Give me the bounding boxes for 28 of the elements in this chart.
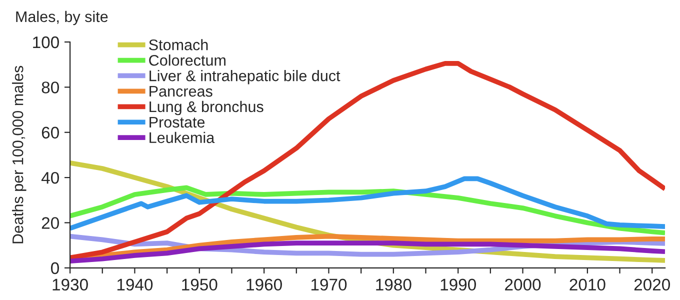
x-tick-label: 2020	[634, 278, 670, 291]
y-tick-label: 80	[42, 82, 59, 94]
legend-label: Prostate	[150, 116, 205, 128]
x-tick-label: 1930	[52, 278, 88, 291]
x-tick-label: 2010	[570, 278, 606, 291]
x-tick-label: 1960	[246, 278, 282, 291]
x-tick-label: 1990	[440, 278, 476, 291]
legend-label: Stomach	[149, 39, 208, 50]
y-tick-label: 20	[42, 217, 59, 229]
legend-label: Lung & bronchus	[150, 100, 264, 116]
line-series	[70, 185, 666, 236]
x-tick-label: 1970	[311, 278, 347, 291]
line-series	[70, 176, 666, 231]
y-tick-label: 0	[51, 262, 59, 274]
x-tick-label: 2000	[505, 278, 541, 291]
x-tick-label: 1950	[182, 278, 218, 291]
y-tick-label: 40	[41, 172, 59, 184]
legend-label: Liver & intrahepatic bile duct	[150, 70, 340, 84]
chart-title: Males, by site	[16, 10, 108, 26]
legend-label: Pancreas	[150, 86, 212, 97]
legend-label: Colorectum	[149, 54, 226, 66]
y-tick-label: 100	[33, 36, 59, 48]
line-series	[70, 240, 666, 264]
y-tick-label: 60	[42, 126, 59, 139]
x-tick-label: 1980	[376, 278, 412, 291]
y-axis-title: Deaths per 100,000 males	[12, 66, 26, 244]
legend-label: Leukemia	[150, 132, 215, 144]
x-tick-label: 1940	[117, 278, 153, 291]
